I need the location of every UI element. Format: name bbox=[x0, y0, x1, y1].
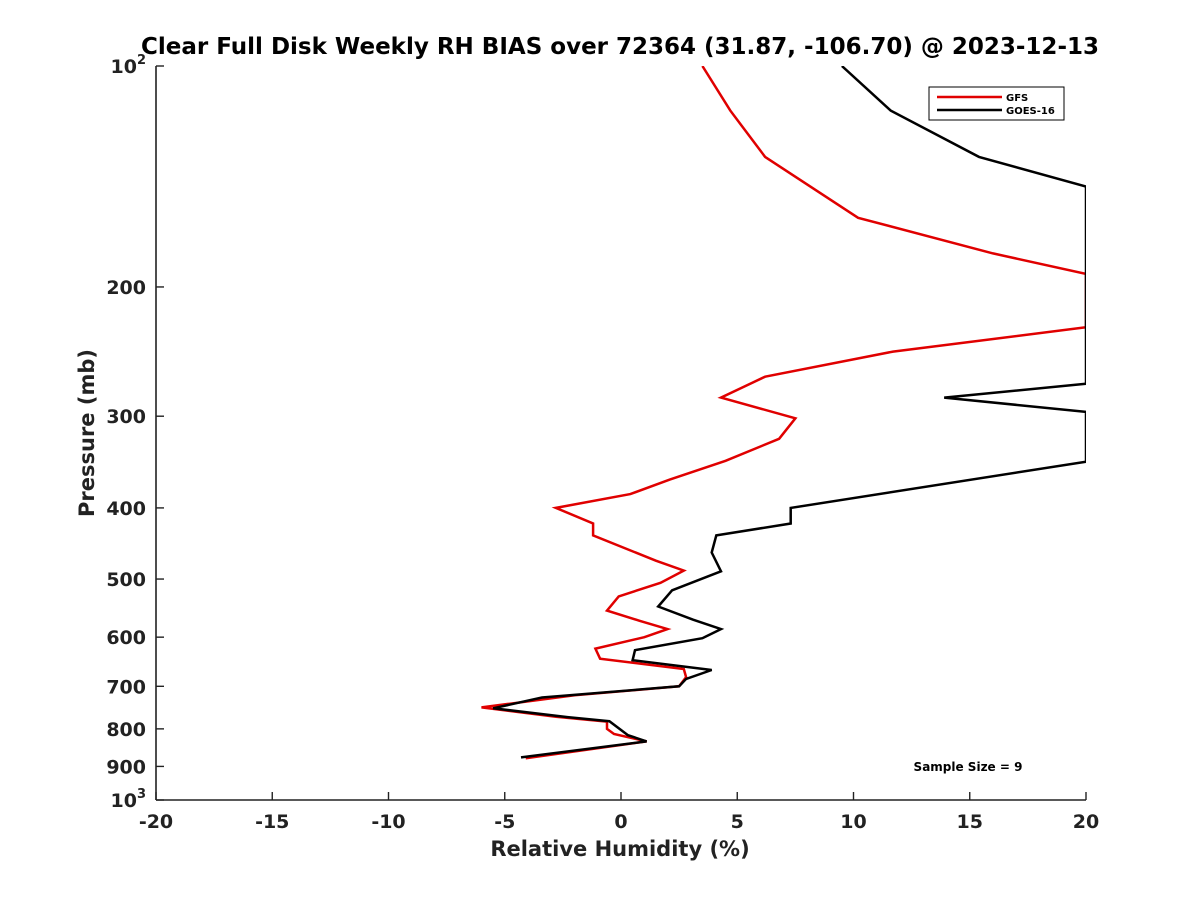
legend-label-goes16: GOES-16 bbox=[1006, 106, 1055, 117]
x-tick-label: -10 bbox=[371, 811, 405, 833]
y-axis-label: Pressure (mb) bbox=[75, 349, 99, 517]
x-ticks: -20 -15 -10 -5 0 5 10 15 20 bbox=[139, 792, 1099, 833]
legend: GFS GOES-16 bbox=[928, 86, 1065, 121]
y-tick-label: 300 bbox=[106, 406, 146, 428]
y-tick-label: 102 bbox=[111, 53, 147, 78]
sample-size-annotation: Sample Size = 9 bbox=[914, 760, 1023, 774]
y-tick-label: 500 bbox=[106, 569, 146, 591]
x-tick-label: 15 bbox=[957, 811, 983, 833]
y-tick-label: 200 bbox=[106, 277, 146, 299]
y-ticks: 102 200 300 400 500 600 700 800 900 103 bbox=[106, 53, 164, 812]
y-tick-label: 400 bbox=[106, 498, 146, 520]
x-tick-label: -15 bbox=[255, 811, 289, 833]
legend-label-gfs: GFS bbox=[1006, 93, 1028, 104]
x-tick-label: -5 bbox=[494, 811, 515, 833]
series-line-goes16 bbox=[492, 66, 1086, 759]
y-tick-label: 900 bbox=[106, 756, 146, 778]
chart-title: Clear Full Disk Weekly RH BIAS over 7236… bbox=[141, 34, 1099, 60]
x-axis-label: Relative Humidity (%) bbox=[490, 837, 749, 861]
x-tick-label: -20 bbox=[139, 811, 173, 833]
series-layer bbox=[481, 66, 1086, 760]
x-tick-label: 10 bbox=[840, 811, 866, 833]
y-tick-label: 600 bbox=[106, 627, 146, 649]
x-tick-label: 0 bbox=[614, 811, 627, 833]
x-tick-label: 20 bbox=[1073, 811, 1099, 833]
y-tick-label: 103 bbox=[111, 787, 147, 812]
y-tick-label: 700 bbox=[106, 676, 146, 698]
y-tick-label: 800 bbox=[106, 719, 146, 741]
legend-box bbox=[928, 86, 1065, 121]
x-tick-label: 5 bbox=[731, 811, 744, 833]
